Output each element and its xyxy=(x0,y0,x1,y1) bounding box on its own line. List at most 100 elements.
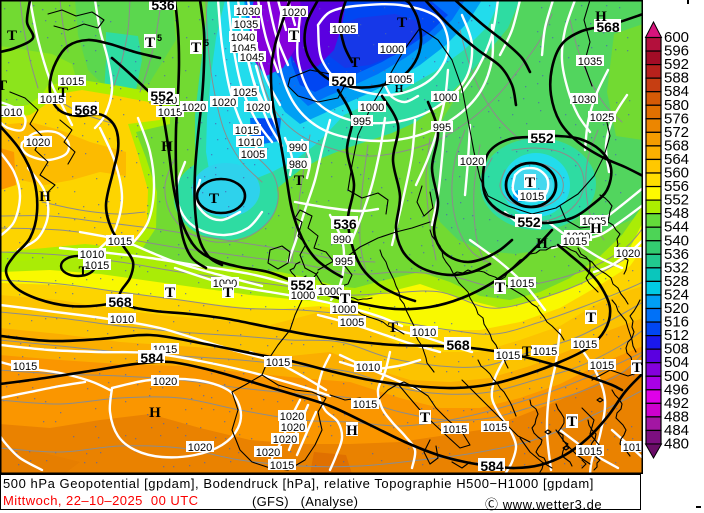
svg-text:1015: 1015 xyxy=(270,460,294,472)
svg-text:1020: 1020 xyxy=(26,137,50,149)
svg-text:556: 556 xyxy=(664,178,689,195)
svg-text:T: T xyxy=(165,285,175,301)
svg-text:1045: 1045 xyxy=(240,52,264,64)
svg-text:T: T xyxy=(388,320,398,336)
svg-text:T: T xyxy=(79,263,88,278)
svg-text:995: 995 xyxy=(335,256,353,268)
svg-text:532: 532 xyxy=(664,259,689,276)
svg-text:568: 568 xyxy=(446,337,470,353)
svg-text:1000: 1000 xyxy=(380,44,404,56)
svg-text:T: T xyxy=(397,15,407,31)
svg-text:1020: 1020 xyxy=(256,447,280,459)
svg-text:1020: 1020 xyxy=(281,422,305,434)
svg-text:1005: 1005 xyxy=(241,149,265,161)
svg-text:1030: 1030 xyxy=(236,6,260,18)
svg-text:584: 584 xyxy=(140,350,164,366)
svg-text:1015: 1015 xyxy=(443,424,467,436)
svg-text:1010: 1010 xyxy=(0,107,22,119)
svg-text:T: T xyxy=(289,28,299,44)
svg-text:552: 552 xyxy=(150,88,174,104)
svg-text:1015: 1015 xyxy=(60,76,84,88)
svg-text:995: 995 xyxy=(433,122,451,134)
svg-text:500: 500 xyxy=(664,368,689,385)
svg-text:600: 600 xyxy=(664,29,689,46)
svg-text:552: 552 xyxy=(517,214,541,230)
svg-text:552: 552 xyxy=(664,192,689,209)
svg-text:H: H xyxy=(536,236,548,252)
svg-text:1015: 1015 xyxy=(85,260,109,272)
svg-text:1015: 1015 xyxy=(40,94,64,106)
svg-text:H: H xyxy=(161,139,173,155)
svg-text:T: T xyxy=(223,285,233,301)
svg-text:488: 488 xyxy=(664,408,689,425)
svg-text:480: 480 xyxy=(664,436,689,453)
svg-text:990: 990 xyxy=(333,234,351,246)
svg-text:T: T xyxy=(191,40,201,56)
svg-text:1000: 1000 xyxy=(291,290,315,302)
svg-text:568: 568 xyxy=(74,102,98,118)
svg-text:1015: 1015 xyxy=(483,422,507,434)
svg-text:1035: 1035 xyxy=(578,56,602,68)
svg-text:572: 572 xyxy=(664,124,689,141)
svg-text:548: 548 xyxy=(664,205,689,222)
svg-text:528: 528 xyxy=(664,273,689,290)
svg-text:T: T xyxy=(586,310,596,326)
svg-text:T: T xyxy=(495,280,505,296)
svg-text:492: 492 xyxy=(664,395,689,412)
svg-text:1010: 1010 xyxy=(80,249,104,261)
svg-text:1020: 1020 xyxy=(273,434,297,446)
svg-text:584: 584 xyxy=(480,458,504,474)
svg-text:496: 496 xyxy=(664,381,689,398)
svg-text:552: 552 xyxy=(290,277,314,293)
svg-text:1015: 1015 xyxy=(353,399,377,411)
svg-text:1015: 1015 xyxy=(563,236,587,248)
svg-text:1020: 1020 xyxy=(616,248,640,260)
svg-text:536: 536 xyxy=(333,216,357,232)
svg-text:1015: 1015 xyxy=(590,360,614,372)
svg-text:1010: 1010 xyxy=(110,314,134,326)
svg-text:504: 504 xyxy=(664,354,689,371)
svg-text:990: 990 xyxy=(289,142,307,154)
svg-text:596: 596 xyxy=(664,43,689,60)
svg-text:536: 536 xyxy=(664,246,689,263)
svg-text:1020: 1020 xyxy=(460,156,484,168)
svg-text:520: 520 xyxy=(664,300,689,317)
svg-text:T: T xyxy=(522,344,532,360)
svg-text:1015: 1015 xyxy=(13,361,37,373)
svg-text:1000: 1000 xyxy=(360,102,384,114)
svg-text:T: T xyxy=(0,78,7,94)
svg-text:576: 576 xyxy=(664,110,689,127)
svg-text:1020: 1020 xyxy=(246,102,270,114)
svg-text:T: T xyxy=(7,28,17,44)
svg-text:T: T xyxy=(350,55,360,71)
svg-text:1000: 1000 xyxy=(318,286,342,298)
svg-text:1005: 1005 xyxy=(388,74,412,86)
svg-text:1015: 1015 xyxy=(108,236,132,248)
svg-text:T: T xyxy=(420,410,430,426)
svg-text:1015: 1015 xyxy=(520,191,544,203)
svg-text:592: 592 xyxy=(664,56,689,73)
svg-text:1035: 1035 xyxy=(234,19,258,31)
svg-text:T: T xyxy=(525,175,535,191)
svg-text:T: T xyxy=(294,173,304,189)
svg-text:1015: 1015 xyxy=(578,446,602,458)
svg-text:1015: 1015 xyxy=(510,278,534,290)
svg-text:5: 5 xyxy=(204,38,209,48)
svg-text:1020: 1020 xyxy=(212,97,236,109)
svg-text:1020: 1020 xyxy=(188,442,212,454)
svg-text:1015: 1015 xyxy=(496,350,520,362)
svg-text:588: 588 xyxy=(664,70,689,87)
svg-text:1015: 1015 xyxy=(573,339,597,351)
svg-text:1010: 1010 xyxy=(238,137,262,149)
svg-text:T: T xyxy=(209,191,219,207)
svg-text:564: 564 xyxy=(664,151,689,168)
svg-text:1020: 1020 xyxy=(182,102,206,114)
svg-text:568: 568 xyxy=(596,19,620,35)
svg-text:T: T xyxy=(145,35,155,51)
svg-text:1040: 1040 xyxy=(231,32,255,44)
svg-text:1015: 1015 xyxy=(623,442,643,454)
svg-text:524: 524 xyxy=(664,286,689,303)
svg-text:584: 584 xyxy=(664,83,689,100)
svg-text:H: H xyxy=(346,423,358,439)
svg-text:536: 536 xyxy=(151,0,175,13)
